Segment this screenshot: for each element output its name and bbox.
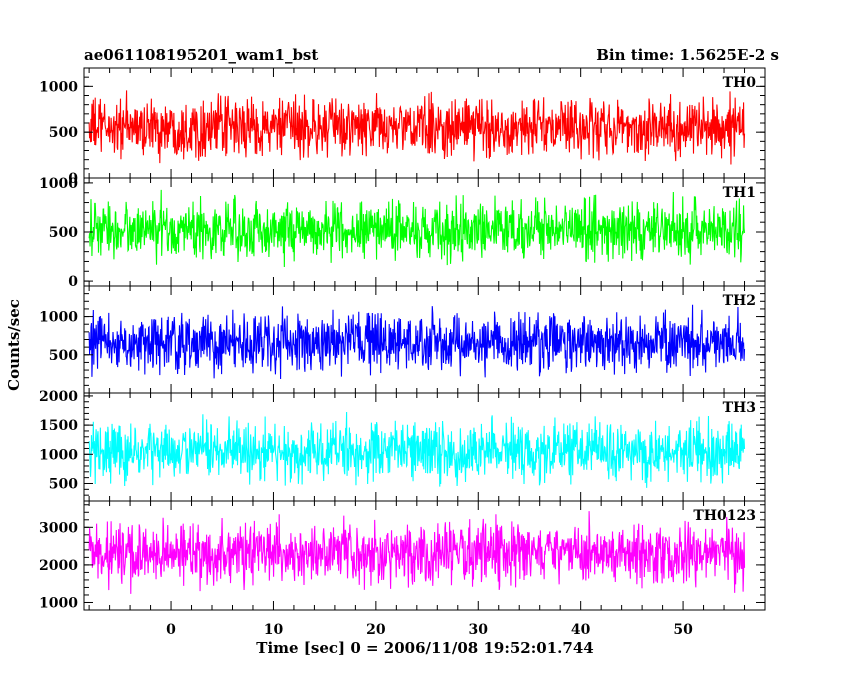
panel-label-th0123: TH0123	[693, 508, 756, 524]
y-tick-label-th0: 1000	[39, 79, 78, 95]
y-tick-label-th1: 1000	[39, 176, 78, 192]
series-line-th1	[88, 189, 746, 267]
series-line-th0	[88, 90, 746, 165]
y-tick-label-th1: 500	[49, 225, 78, 241]
chart-title-right: Bin time: 1.5625E-2 s	[596, 46, 779, 64]
x-tick-label: 40	[571, 622, 591, 638]
x-tick-label: 50	[673, 622, 693, 638]
series-line-th3	[88, 411, 746, 488]
panel-label-th3: TH3	[723, 400, 756, 416]
x-axis-label: Time [sec] 0 = 2006/11/08 19:52:01.744	[256, 639, 593, 657]
y-tick-label-th0: 500	[49, 125, 78, 141]
x-tick-label: 10	[264, 622, 284, 638]
y-tick-label-th0123: 1000	[39, 595, 78, 611]
y-tick-label-th0123: 2000	[39, 558, 78, 574]
series-line-th2	[88, 304, 746, 379]
chart-title-left: ae061108195201_wam1_bst	[84, 46, 318, 64]
panel-label-th0: TH0	[723, 75, 757, 91]
series-line-th0123	[88, 511, 746, 594]
panel-frame-th0123	[83, 500, 766, 611]
y-tick-label-th0123: 3000	[39, 520, 78, 536]
y-tick-label-th3: 1500	[39, 418, 78, 434]
x-tick-label: 30	[469, 622, 489, 638]
y-tick-label-th3: 1000	[39, 447, 78, 463]
y-tick-label-th2: 1000	[39, 310, 78, 326]
panel-label-th2: TH2	[723, 293, 756, 309]
y-tick-label-th3: 500	[49, 476, 78, 492]
y-axis-label: Counts/sec	[5, 299, 23, 391]
x-tick-label: 0	[166, 622, 176, 638]
y-tick-label-th2: 500	[49, 348, 78, 364]
x-tick-label: 20	[366, 622, 386, 638]
y-tick-label-th3: 2000	[39, 389, 78, 405]
panel-label-th1: TH1	[723, 185, 756, 201]
y-tick-label-th0: 0	[68, 171, 78, 187]
y-tick-label-th1: 0	[68, 274, 78, 290]
